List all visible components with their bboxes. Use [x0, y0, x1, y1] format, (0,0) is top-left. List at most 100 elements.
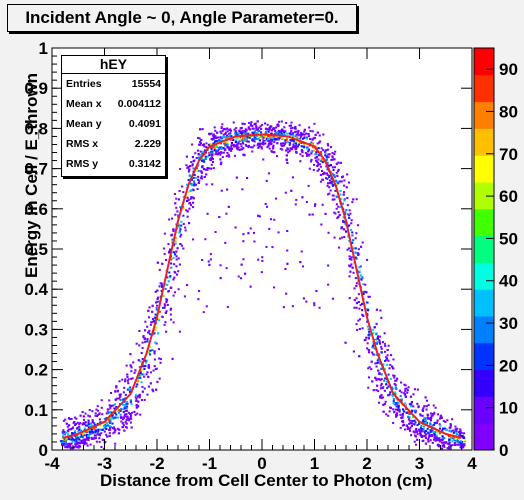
heatmap-cell [180, 220, 183, 223]
heatmap-cell [367, 309, 370, 312]
heatmap-cell [85, 438, 88, 441]
heatmap-cell [332, 168, 335, 171]
heatmap-cell [174, 242, 177, 245]
heatmap-cell [286, 141, 289, 144]
heatmap-cell [327, 148, 330, 151]
heatmap-cell [383, 342, 386, 345]
y-tick-label: 1 [39, 39, 48, 58]
heatmap-cell [81, 411, 84, 414]
heatmap-cell [250, 135, 253, 138]
heatmap-cell [375, 333, 378, 336]
heatmap-cell [218, 216, 221, 219]
heatmap-cell [74, 443, 77, 446]
heatmap-cell [435, 437, 438, 440]
heatmap-cell [251, 131, 254, 134]
heatmap-cell [423, 416, 426, 419]
heatmap-cell [244, 128, 247, 131]
heatmap-cell [236, 137, 239, 140]
heatmap-cell [139, 372, 142, 375]
heatmap-cell [177, 270, 180, 273]
heatmap-cell [371, 351, 374, 354]
heatmap-cell [394, 403, 397, 406]
heatmap-cell [393, 382, 396, 385]
heatmap-cell [143, 398, 146, 401]
heatmap-cell [272, 137, 275, 140]
heatmap-cell [325, 177, 328, 180]
heatmap-cell [358, 318, 361, 321]
heatmap-cell [147, 309, 150, 312]
heatmap-cell [324, 212, 327, 215]
heatmap-cell [333, 176, 336, 179]
heatmap-cell [161, 262, 164, 265]
heatmap-cell [315, 160, 318, 163]
stats-box: hEY Entries 15554 Mean x 0.004112 Mean y 0.… [61, 55, 166, 177]
heatmap-cell [126, 373, 129, 376]
heatmap-cell [389, 391, 392, 394]
heatmap-cell [423, 405, 426, 408]
heatmap-cell [198, 290, 201, 293]
heatmap-cell [336, 217, 339, 220]
heatmap-cell [347, 181, 350, 184]
heatmap-cell [163, 232, 166, 235]
colorbar-segment [474, 101, 494, 129]
heatmap-cell [404, 402, 407, 405]
heatmap-cell [237, 142, 240, 145]
heatmap-cell [305, 201, 308, 204]
heatmap-cell [329, 170, 332, 173]
heatmap-cell [77, 437, 80, 440]
heatmap-cell [80, 433, 83, 436]
heatmap-cell [330, 177, 333, 180]
heatmap-cell [326, 177, 329, 180]
heatmap-cell [111, 414, 114, 417]
heatmap-cell [275, 132, 278, 135]
heatmap-cell [204, 238, 207, 241]
heatmap-cell [239, 138, 242, 141]
heatmap-cell [377, 369, 380, 372]
heatmap-cell [368, 366, 371, 369]
heatmap-cell [116, 397, 119, 400]
heatmap-cell [103, 425, 106, 428]
heatmap-cell [205, 305, 208, 308]
heatmap-cell [425, 408, 428, 411]
heatmap-cell [125, 407, 128, 410]
heatmap-cell [454, 437, 457, 440]
heatmap-cell [170, 258, 173, 261]
heatmap-cell [211, 152, 214, 155]
heatmap-cell [217, 136, 220, 139]
heatmap-cell [207, 143, 210, 146]
heatmap-cell [228, 148, 231, 151]
heatmap-cell [245, 145, 248, 148]
heatmap-cell [399, 413, 402, 416]
heatmap-cell [335, 195, 338, 198]
heatmap-cell [68, 424, 71, 427]
heatmap-cell [291, 176, 294, 179]
heatmap-cell [269, 138, 272, 141]
heatmap-cell [243, 133, 246, 136]
heatmap-cell [101, 438, 104, 441]
heatmap-cell [271, 246, 274, 249]
heatmap-cell [211, 154, 214, 157]
heatmap-cell [403, 410, 406, 413]
heatmap-cell [310, 150, 313, 153]
heatmap-cell [420, 428, 423, 431]
heatmap-cell [116, 389, 119, 392]
heatmap-cell [291, 126, 294, 129]
heatmap-cell [67, 430, 70, 433]
heatmap-cell [433, 438, 436, 441]
heatmap-cell [337, 170, 340, 173]
heatmap-cell [459, 440, 462, 443]
heatmap-cell [63, 442, 66, 445]
heatmap-cell [139, 360, 142, 363]
heatmap-cell [82, 433, 85, 436]
heatmap-cell [285, 154, 288, 157]
heatmap-cell [414, 411, 417, 414]
heatmap-cell [345, 230, 348, 233]
heatmap-cell [260, 142, 263, 145]
heatmap-cell [259, 125, 262, 128]
heatmap-cell [358, 266, 361, 269]
heatmap-cell [149, 382, 152, 385]
heatmap-cell [372, 328, 375, 331]
heatmap-cell [193, 174, 196, 177]
heatmap-cell [419, 432, 422, 435]
heatmap-cell [261, 256, 264, 259]
